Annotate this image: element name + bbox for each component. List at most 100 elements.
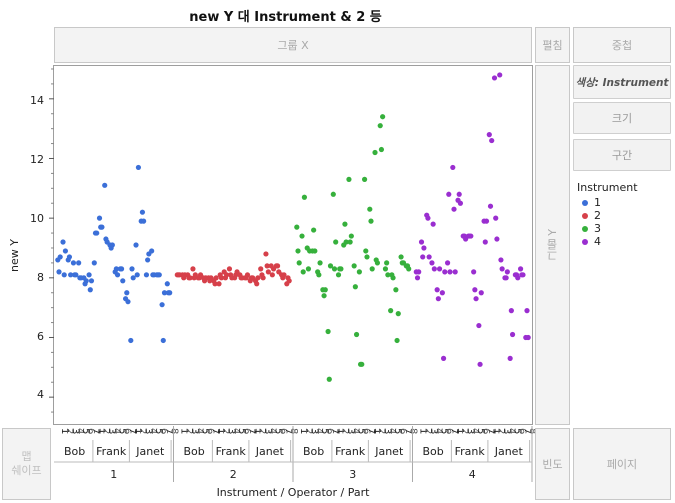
data-point	[109, 242, 115, 248]
data-point	[377, 123, 383, 129]
part-tick-label: 3	[501, 428, 512, 434]
data-point	[420, 254, 426, 260]
part-tick-label: 3	[189, 428, 200, 434]
data-point	[372, 149, 378, 156]
part-tick-label: 7	[366, 428, 377, 434]
wrap-zone[interactable]: 펼침	[535, 27, 570, 63]
page-zone[interactable]: 페이지	[573, 428, 671, 500]
part-tick-label: 6	[122, 428, 133, 434]
part-tick-label: 1	[335, 428, 346, 434]
data-point	[393, 287, 399, 293]
map-shape-zone[interactable]: 맵 쉐이프	[2, 428, 51, 500]
data-point	[482, 239, 488, 245]
map-shape-label: 맵 쉐이프	[11, 450, 42, 477]
data-point	[369, 266, 375, 272]
part-tick-label: 3	[464, 428, 475, 434]
part-tick-label: 3	[345, 428, 356, 434]
data-point	[498, 257, 504, 263]
part-tick-label: 6	[205, 428, 216, 434]
data-point	[83, 278, 89, 284]
data-point	[384, 260, 390, 266]
part-tick-label: 4	[267, 428, 278, 434]
data-point	[416, 269, 422, 275]
color-button[interactable]: 색상: Instrument	[573, 65, 671, 99]
data-point	[213, 275, 219, 281]
data-point	[145, 257, 151, 263]
part-tick-label: 7	[90, 428, 101, 434]
part-tick-label: 5	[80, 428, 91, 434]
part-tick-label: 4	[194, 428, 205, 434]
data-point	[493, 215, 499, 221]
y-tick-label: 12	[30, 153, 44, 166]
data-point	[525, 334, 531, 341]
part-tick-label: 2	[303, 428, 314, 434]
part-tick-label: 5	[511, 428, 522, 434]
part-tick-label: 2	[340, 428, 351, 434]
overlay-zone[interactable]: 중첩	[573, 27, 671, 63]
group-x-zone[interactable]: 그룹 X	[54, 27, 532, 63]
data-point	[382, 266, 389, 272]
data-point	[390, 275, 396, 281]
data-point	[159, 302, 165, 308]
data-point	[451, 206, 457, 212]
legend-item[interactable]: 2	[582, 209, 673, 222]
data-point	[472, 287, 478, 293]
data-point	[326, 376, 332, 382]
operator-label: Bob	[64, 445, 85, 458]
part-tick-label: 6	[278, 428, 289, 434]
interval-button[interactable]: 구간	[573, 139, 671, 171]
operator-label: Janet	[374, 445, 404, 458]
part-tick-label: 7	[449, 428, 460, 434]
data-point	[57, 254, 63, 260]
data-point	[68, 272, 74, 278]
part-tick-label: 5	[319, 428, 330, 434]
data-point	[66, 254, 73, 260]
data-point	[452, 269, 458, 275]
part-tick-label: 2	[184, 428, 195, 434]
data-point	[430, 221, 436, 227]
data-point	[456, 191, 462, 197]
data-point	[487, 203, 494, 209]
legend-item[interactable]: 1	[582, 196, 673, 209]
data-point	[343, 239, 349, 245]
legend-label: 1	[594, 196, 601, 209]
data-point	[269, 272, 275, 278]
data-point	[395, 311, 401, 317]
part-tick-label: 1	[418, 428, 429, 434]
legend-item[interactable]: 4	[582, 235, 673, 248]
chart-title: new Y 대 Instrument & 2 등	[189, 10, 382, 25]
part-tick-label: 1	[371, 428, 382, 434]
freq-zone[interactable]: 빈도	[535, 428, 570, 500]
data-point	[88, 278, 95, 284]
part-tick-label: 2	[257, 428, 268, 434]
data-point	[321, 293, 327, 299]
data-point	[359, 361, 365, 367]
size-button[interactable]: 크기	[573, 102, 671, 134]
plot-area[interactable]	[53, 65, 533, 425]
part-tick-label: 3	[225, 428, 236, 434]
data-point	[296, 260, 302, 266]
instrument-label: 2	[230, 468, 237, 481]
part-tick-label: 4	[506, 428, 517, 434]
data-point	[325, 328, 331, 335]
data-point	[129, 266, 135, 272]
data-point	[497, 72, 503, 78]
data-point	[508, 308, 514, 314]
part-tick-label: 4	[111, 428, 122, 434]
data-point	[113, 266, 119, 272]
group-y-zone[interactable]: 그룹 Y	[535, 65, 570, 425]
data-point	[477, 361, 483, 367]
data-point	[60, 239, 66, 245]
data-point	[331, 266, 338, 272]
part-tick-label: 5	[116, 428, 127, 434]
y-tick-label: 4	[37, 388, 44, 401]
data-point	[471, 269, 477, 275]
legend-item[interactable]: 3	[582, 222, 673, 235]
part-tick-label: 2	[459, 428, 470, 434]
data-point	[348, 233, 354, 239]
operator-label: Janet	[135, 445, 165, 458]
data-point	[338, 266, 344, 272]
operator-label: Bob	[184, 445, 205, 458]
part-tick-label: 2	[101, 428, 112, 434]
y-tick-label: 10	[30, 212, 44, 225]
